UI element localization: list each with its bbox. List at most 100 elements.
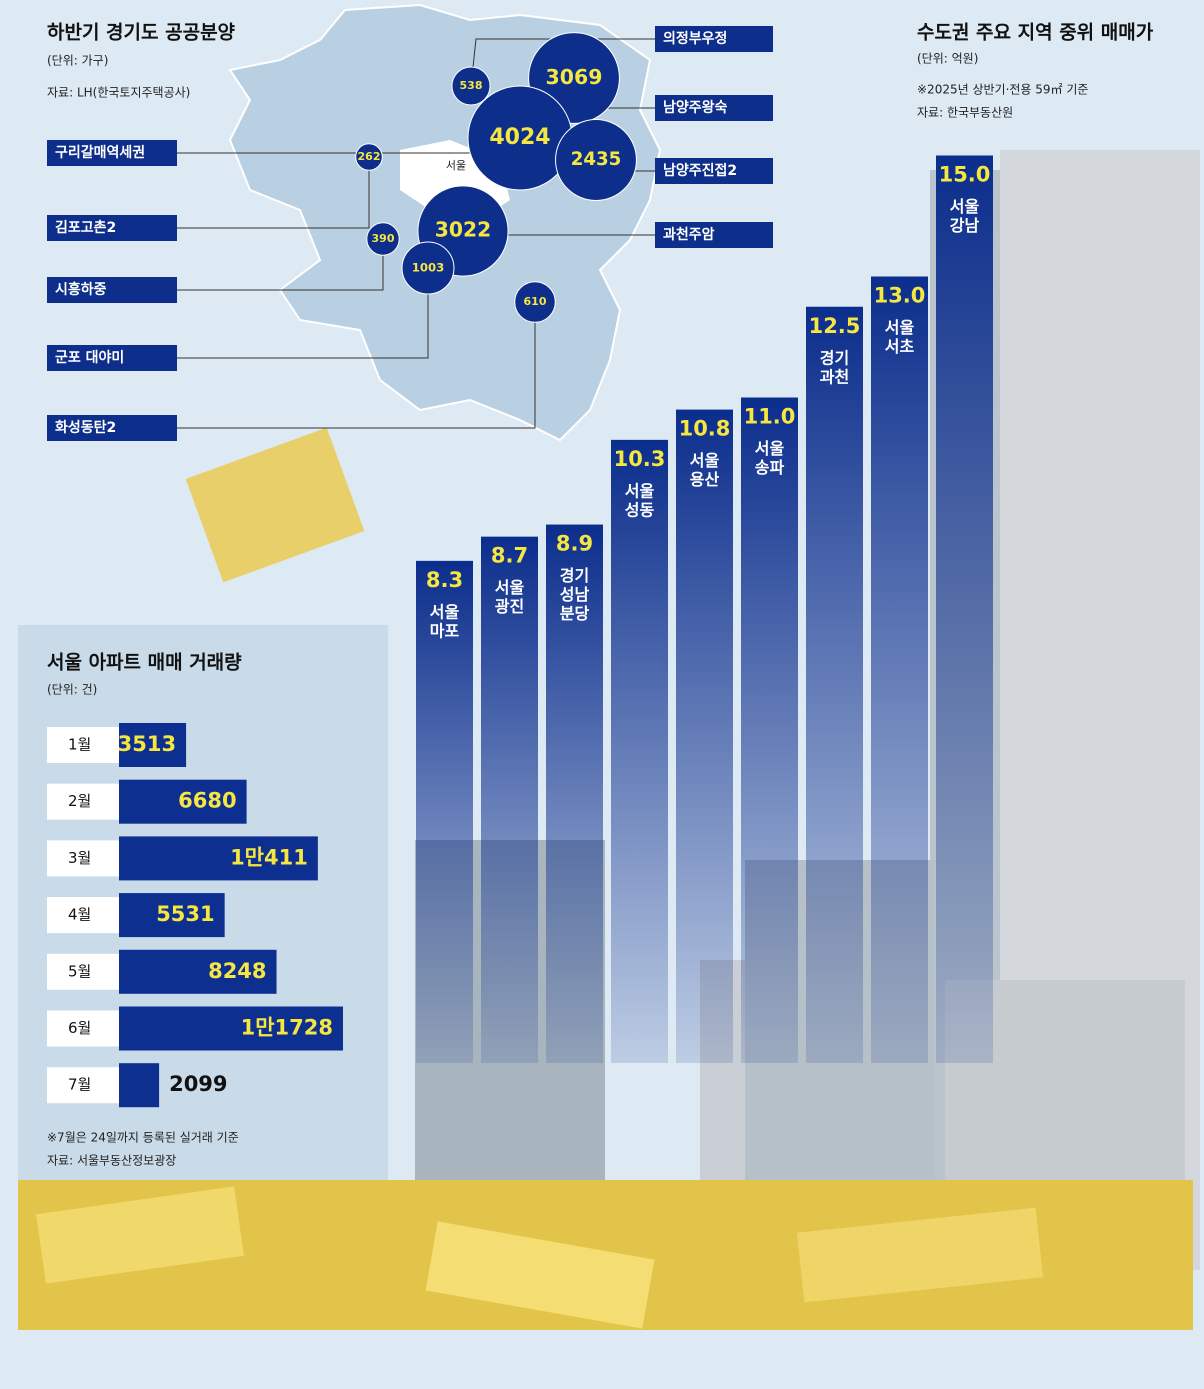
y-tick-label: 4월 bbox=[68, 906, 91, 924]
bar-category: 서울 bbox=[755, 439, 785, 458]
region-label: 군포 대야미 bbox=[55, 349, 124, 366]
bar-title: 수도권 주요 지역 중위 매매가 bbox=[917, 22, 1154, 44]
bar-value-label: 2099 bbox=[169, 1072, 227, 1096]
bar-category: 분당 bbox=[560, 604, 590, 623]
bar-value-label: 13.0 bbox=[874, 284, 926, 308]
bar-category: 서울 bbox=[950, 197, 980, 216]
y-tick-label: 5월 bbox=[68, 962, 91, 980]
bubble bbox=[451, 66, 491, 106]
region-label-box bbox=[655, 95, 773, 121]
category-box bbox=[47, 1067, 119, 1104]
hbar-unit: (단위: 건) bbox=[47, 683, 97, 697]
y-tick-label: 7월 bbox=[68, 1076, 91, 1094]
hbar-note: ※7월은 24일까지 등록된 실거래 기준 bbox=[47, 1131, 239, 1145]
bar-value-label: 1만1728 bbox=[241, 1016, 333, 1040]
bar bbox=[119, 779, 247, 824]
money bbox=[796, 1207, 1044, 1303]
money bbox=[185, 427, 365, 583]
bar bbox=[741, 397, 798, 1063]
category-box bbox=[47, 897, 119, 934]
map-unit: (단위: 가구) bbox=[47, 54, 108, 68]
bubble-label: 3069 bbox=[546, 65, 603, 89]
map-source: 자료: LH(한국토지주택공사) bbox=[47, 86, 190, 100]
map-title: 하반기 경기도 공공분양 bbox=[47, 22, 236, 44]
bar-value-label: 1만411 bbox=[230, 845, 308, 869]
bar-value-label: 6680 bbox=[178, 789, 236, 813]
bar-category: 서울 bbox=[885, 318, 915, 337]
bar bbox=[119, 1063, 160, 1108]
region-label: 의정부우정 bbox=[663, 30, 727, 47]
bar bbox=[936, 155, 993, 1063]
bubble bbox=[555, 119, 637, 201]
bar bbox=[611, 439, 668, 1064]
hbar-title: 서울 아파트 매매 거래량 bbox=[47, 652, 242, 674]
bar-category: 마포 bbox=[430, 621, 460, 640]
bar-source: 자료: 한국부동산원 bbox=[917, 106, 1013, 120]
bar-category: 서울 bbox=[625, 481, 655, 500]
leader-line bbox=[177, 157, 370, 229]
bar bbox=[546, 524, 603, 1063]
bar bbox=[119, 949, 277, 994]
leader-line bbox=[177, 268, 429, 359]
region-label: 남양주왕숙 bbox=[663, 99, 728, 116]
bar-category: 강남 bbox=[950, 216, 980, 235]
bubble-label: 262 bbox=[358, 150, 381, 163]
region-label: 과천주암 bbox=[663, 226, 715, 243]
region-label-box bbox=[47, 215, 177, 241]
bar bbox=[481, 536, 538, 1063]
bar-value-label: 5531 bbox=[156, 902, 214, 926]
region-label: 시흥하중 bbox=[55, 281, 107, 298]
y-tick-label: 2월 bbox=[68, 792, 91, 810]
category-box bbox=[47, 727, 119, 763]
bar bbox=[119, 893, 225, 938]
bar-category: 광진 bbox=[495, 597, 524, 616]
bar-category: 경기 bbox=[560, 566, 589, 585]
bubble bbox=[401, 241, 455, 295]
region-label: 남양주진접2 bbox=[663, 162, 737, 179]
bar-value-label: 10.8 bbox=[679, 417, 731, 441]
region-label-box bbox=[47, 415, 177, 441]
bar-category: 서초 bbox=[885, 337, 915, 356]
region-label: 화성동탄2 bbox=[55, 419, 116, 436]
category-box bbox=[47, 840, 119, 877]
bar bbox=[119, 836, 318, 881]
leader-line bbox=[177, 302, 536, 429]
money bbox=[36, 1186, 244, 1284]
bubble-label: 4024 bbox=[489, 125, 550, 150]
region-label-box bbox=[655, 26, 773, 52]
bubble-label: 538 bbox=[460, 79, 483, 92]
bar-category: 용산 bbox=[690, 470, 720, 489]
bar-note: ※2025년 상반기·전용 59㎡ 기준 bbox=[917, 83, 1088, 97]
y-tick-label: 3월 bbox=[68, 849, 91, 867]
bubble-label: 610 bbox=[524, 295, 547, 308]
bar-value-label: 3513 bbox=[118, 732, 176, 756]
bubble-label: 2435 bbox=[571, 149, 622, 170]
region-label-box bbox=[47, 345, 177, 371]
bubble bbox=[355, 143, 383, 171]
money bbox=[425, 1221, 655, 1329]
bar-category: 경기 bbox=[820, 348, 849, 367]
hbar-source: 자료: 서울부동산정보광장 bbox=[47, 1154, 176, 1168]
bar-value-label: 8.7 bbox=[491, 544, 528, 568]
bar bbox=[416, 560, 473, 1063]
region-label-box bbox=[655, 158, 773, 184]
bar bbox=[119, 1006, 344, 1051]
bar-category: 서울 bbox=[495, 578, 525, 597]
bar-category: 성동 bbox=[625, 500, 655, 519]
region-label-box bbox=[655, 222, 773, 248]
y-tick-label: 1월 bbox=[68, 736, 91, 754]
region-label: 김포고촌2 bbox=[55, 219, 116, 236]
bar-value-label: 15.0 bbox=[939, 163, 991, 187]
bar-value-label: 12.5 bbox=[809, 314, 861, 338]
bar-category: 과천 bbox=[820, 367, 849, 386]
bar bbox=[806, 306, 863, 1063]
bar-value-label: 8.9 bbox=[556, 532, 593, 556]
money-pile bbox=[18, 427, 1193, 1330]
bar-category: 송파 bbox=[755, 458, 785, 477]
bar-category: 성남 bbox=[560, 585, 590, 604]
y-tick-label: 6월 bbox=[68, 1019, 91, 1037]
bar-category: 서울 bbox=[430, 602, 460, 621]
bubble bbox=[514, 281, 556, 323]
category-box bbox=[47, 953, 119, 990]
